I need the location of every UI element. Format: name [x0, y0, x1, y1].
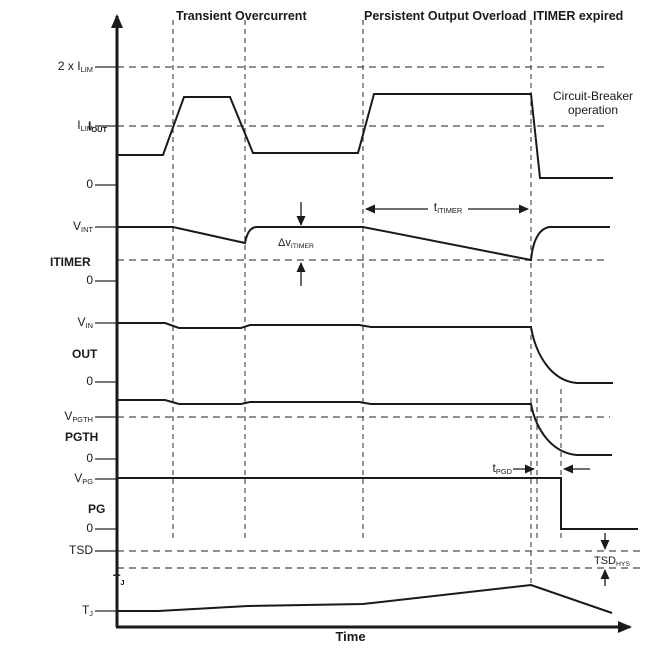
circuit-breaker-note: Circuit-Breaker operation [543, 89, 643, 117]
tick-label-zero-pg: 0 [86, 521, 93, 535]
waveform-pgth [117, 399, 612, 456]
time-axis-label: Time [335, 629, 366, 644]
heading-transient-overcurrent: Transient Overcurrent [176, 9, 307, 23]
tick-label-ilim: ILIM [77, 118, 93, 134]
tick-label-2xilim: 2 x ILIM [57, 59, 93, 75]
heading-persistent-output-overload: Persistent Output Overload [364, 9, 527, 23]
panel-label-pg: PG [88, 502, 106, 516]
panel-label-pgth: PGTH [65, 430, 99, 444]
tick-label-zero-out: 0 [86, 374, 93, 388]
annotation-t-itimer: tITIMER [433, 200, 463, 216]
annotation-tsd-hys: TSDHYS [593, 555, 630, 568]
panel-label-tj: TJ [113, 572, 125, 588]
waveform-pg [117, 477, 638, 530]
heading-itimer-expired: ITIMER expired [533, 9, 624, 23]
panel-label-iout: IOUT [88, 119, 108, 135]
waveform-iout [117, 93, 613, 179]
tick-label-zero-iout: 0 [86, 177, 93, 191]
tick-label-zero-pgth: 0 [86, 451, 93, 465]
waveform-itimer [117, 226, 610, 262]
tick-label-zero-itimer: 0 [86, 273, 93, 287]
waveform-tj [117, 583, 613, 614]
tick-label-tj: TJ [81, 603, 93, 619]
panel-label-itimer: ITIMER [50, 255, 91, 269]
tick-label-vpgth: VPGTH [64, 409, 93, 425]
circuit-breaker-note-line2: operation [567, 103, 619, 117]
tick-label-vpg: VPG [74, 471, 93, 487]
panel-label-out: OUT [72, 347, 98, 361]
tick-label-vint: VINT [73, 219, 93, 235]
tick-label-tsd: TSD [69, 543, 93, 557]
tick-label-vin: VIN [77, 315, 93, 331]
annotation-t-pgd: tPGD [492, 461, 512, 477]
annotation-dv-itimer: ΔvITIMER [278, 237, 314, 250]
waveform-out [117, 322, 613, 384]
circuit-breaker-note-line1: Circuit-Breaker [552, 89, 633, 103]
